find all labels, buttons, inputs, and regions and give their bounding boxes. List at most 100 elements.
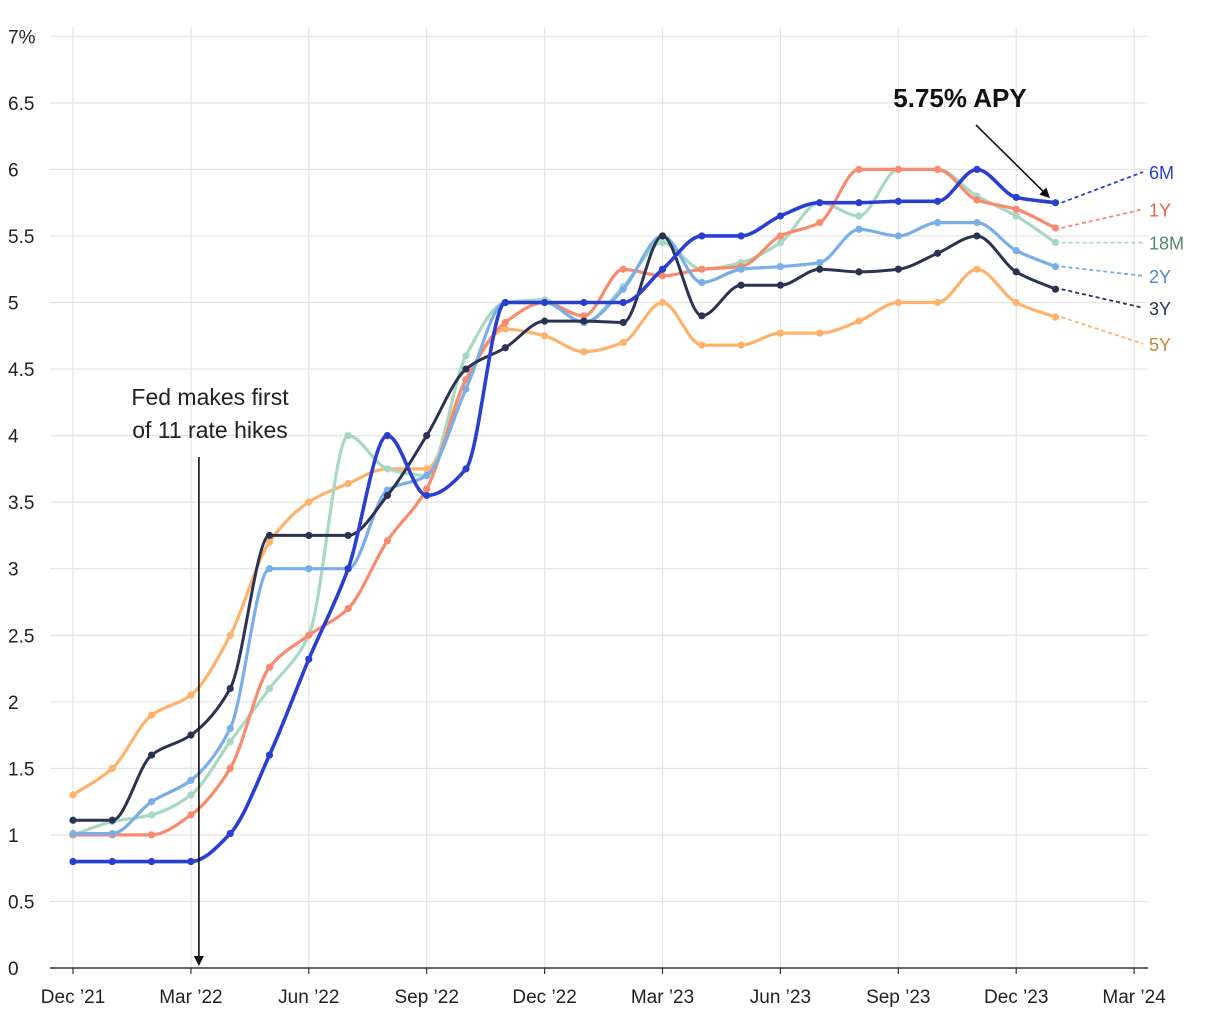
data-point-3y — [108, 816, 116, 824]
y-tick-label: 0.5 — [8, 892, 34, 913]
data-point-1y — [305, 631, 313, 639]
data-point-5y — [698, 341, 706, 349]
data-point-3y — [1012, 268, 1020, 276]
x-tick-label: Sep ’23 — [866, 987, 930, 1008]
data-point-18m — [462, 352, 470, 360]
data-point-2y — [423, 471, 431, 480]
data-point-6m — [658, 265, 667, 273]
series-leader-5y — [1061, 316, 1144, 345]
data-point-3y — [658, 232, 667, 240]
series-label-3y: 3Y — [1149, 299, 1171, 319]
data-point-2y — [816, 258, 824, 267]
data-point-2y — [973, 219, 981, 227]
data-point-5y — [226, 631, 234, 639]
data-point-6m — [383, 432, 391, 440]
series-label-2y: 2Y — [1149, 267, 1171, 287]
y-tick-label: 5.5 — [8, 227, 34, 248]
data-point-6m — [148, 857, 156, 866]
data-point-1y — [423, 485, 431, 493]
x-tick-label: Mar ’24 — [1102, 987, 1166, 1008]
data-point-2y — [1051, 262, 1060, 271]
data-point-3y — [776, 281, 785, 289]
y-tick-label: 4 — [8, 427, 19, 448]
y-tick-label: 2 — [8, 693, 19, 714]
series-leader-1y — [1061, 208, 1144, 229]
data-point-2y — [619, 285, 627, 293]
y-tick-label: 0 — [8, 959, 19, 980]
data-point-6m — [344, 565, 352, 573]
data-point-1y — [265, 663, 274, 671]
data-point-6m — [108, 857, 116, 866]
data-point-6m — [305, 655, 313, 663]
data-point-1y — [698, 265, 706, 273]
data-point-6m — [934, 197, 942, 205]
data-point-1y — [580, 312, 588, 320]
data-point-1y — [973, 196, 981, 204]
data-point-3y — [737, 281, 745, 289]
data-point-1y — [501, 318, 509, 327]
data-point-18m — [855, 212, 863, 220]
data-point-5y — [816, 329, 824, 337]
data-point-2y — [69, 829, 77, 838]
data-point-3y — [619, 318, 627, 327]
data-point-2y — [187, 776, 195, 784]
data-point-2y — [462, 385, 470, 393]
data-point-5y — [894, 298, 902, 307]
data-point-2y — [894, 232, 902, 240]
data-point-2y — [776, 262, 785, 271]
data-point-3y — [973, 232, 981, 240]
series-label-1y: 1Y — [1149, 200, 1171, 220]
data-point-5y — [580, 348, 588, 356]
y-tick-label: 1 — [8, 826, 19, 847]
fed-annotation-line: of 11 rate hikes — [132, 417, 288, 443]
series-label-5y: 5Y — [1149, 335, 1171, 355]
data-point-5y — [737, 341, 745, 349]
data-point-2y — [1012, 246, 1020, 255]
x-tick-label: Dec ’23 — [984, 987, 1048, 1008]
data-point-3y — [305, 531, 313, 540]
data-point-3y — [816, 265, 824, 273]
data-point-3y — [934, 249, 942, 257]
data-point-6m — [580, 298, 588, 307]
x-tick-label: Dec ’22 — [512, 987, 576, 1008]
data-point-3y — [187, 731, 195, 739]
data-point-5y — [776, 329, 785, 337]
data-point-3y — [383, 491, 391, 500]
data-point-5y — [658, 298, 667, 307]
data-point-1y — [1051, 224, 1060, 232]
data-point-6m — [619, 298, 627, 307]
x-tick-label: Jun ’23 — [750, 987, 811, 1008]
x-tick-label: Dec ’21 — [41, 987, 105, 1008]
data-point-3y — [69, 816, 77, 824]
data-point-5y — [541, 332, 549, 340]
data-point-6m — [973, 165, 981, 173]
series-lines — [69, 165, 1060, 866]
series-label-18m: 18M — [1149, 234, 1184, 254]
data-point-5y — [619, 338, 627, 347]
grid — [50, 27, 1148, 968]
y-tick-label: 1.5 — [8, 759, 34, 780]
data-point-1y — [934, 165, 942, 173]
series-leader-3y — [1061, 288, 1144, 309]
data-point-2y — [148, 798, 156, 806]
data-point-1y — [148, 831, 156, 839]
data-point-5y — [1012, 298, 1020, 307]
series-line-6m — [71, 167, 1058, 864]
data-point-6m — [737, 232, 745, 240]
data-point-18m — [1012, 212, 1020, 220]
data-point-2y — [226, 724, 234, 733]
series-leader-2y — [1061, 265, 1144, 277]
data-point-3y — [1051, 285, 1060, 293]
data-point-1y — [1012, 205, 1020, 213]
data-point-5y — [69, 791, 77, 799]
data-point-1y — [619, 265, 627, 273]
data-point-18m — [776, 239, 785, 247]
y-tick-label: 5 — [8, 294, 19, 315]
data-point-6m — [1051, 199, 1060, 207]
series-line-3y — [71, 234, 1057, 822]
data-point-1y — [855, 165, 863, 173]
series-line-5y — [71, 267, 1058, 797]
data-point-2y — [265, 565, 274, 573]
data-point-5y — [187, 691, 195, 699]
